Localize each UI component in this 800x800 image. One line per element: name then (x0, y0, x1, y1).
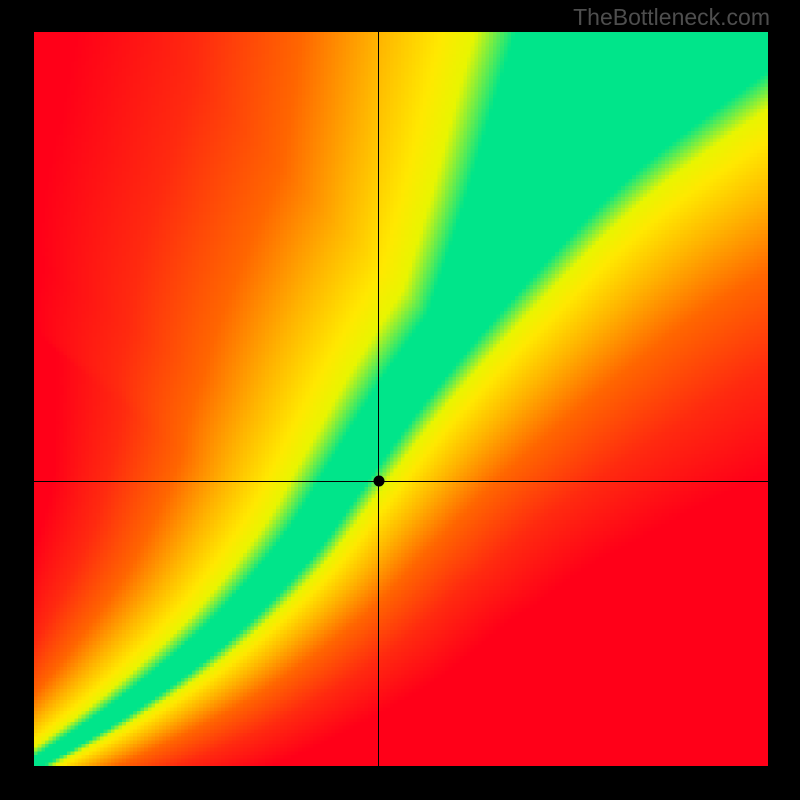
bottleneck-marker-dot (373, 476, 384, 487)
heatmap-plot-area (34, 32, 768, 766)
outer-frame: TheBottleneck.com (0, 0, 800, 800)
watermark-text: TheBottleneck.com (573, 4, 770, 31)
heatmap-canvas (34, 32, 768, 766)
crosshair-horizontal (34, 481, 768, 482)
crosshair-vertical (378, 32, 379, 766)
